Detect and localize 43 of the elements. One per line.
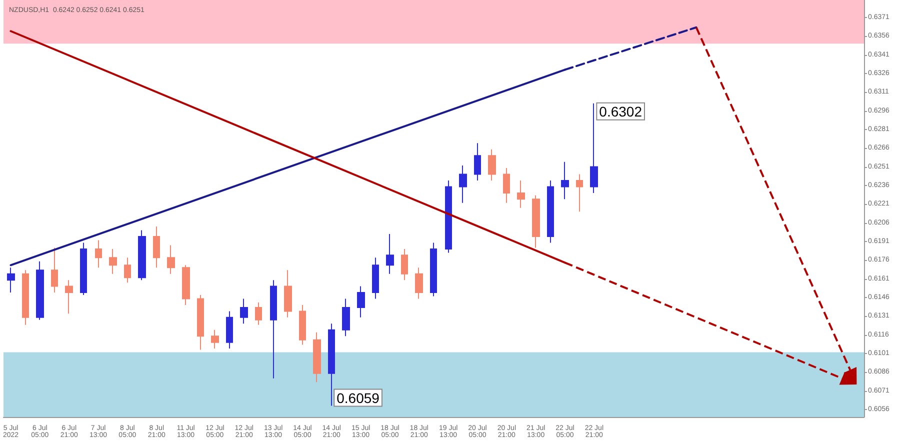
candlestick <box>138 230 146 281</box>
candlestick <box>22 270 29 326</box>
candlestick <box>357 286 365 318</box>
candlestick <box>167 244 175 274</box>
candlestick <box>255 302 262 326</box>
candlestick <box>474 142 481 181</box>
candlestick <box>532 194 540 248</box>
candlestick <box>36 260 44 320</box>
candlestick <box>211 329 219 350</box>
candlestick <box>95 240 102 268</box>
candlestick <box>561 161 569 200</box>
candlestick <box>226 310 233 350</box>
candlestick <box>313 332 321 383</box>
candlestick <box>182 264 190 306</box>
candlestick <box>342 298 350 337</box>
candlestick <box>80 242 87 296</box>
candlestick <box>430 242 437 297</box>
annotation: 0.6059 <box>336 390 380 406</box>
candlestick <box>153 226 160 268</box>
candlestick <box>109 248 117 274</box>
candlestick <box>270 280 277 379</box>
candlestick <box>124 257 131 284</box>
candlestick <box>415 267 423 300</box>
candlestick <box>503 168 510 204</box>
candlestick <box>488 148 496 181</box>
candlestick <box>401 248 408 281</box>
candlestick <box>445 180 452 254</box>
candlestick <box>459 165 467 204</box>
candlestick <box>590 102 598 194</box>
candlestick <box>372 257 379 300</box>
candlestick <box>576 174 583 212</box>
candlestick <box>284 270 292 318</box>
candlestick <box>517 180 525 208</box>
candlestick <box>197 294 204 350</box>
candlestick <box>7 267 15 294</box>
candlestick <box>65 280 73 314</box>
candlestick <box>328 323 335 406</box>
candlestick <box>299 304 306 346</box>
annotation: 0.6302 <box>599 103 642 120</box>
candlestick <box>386 234 394 274</box>
candlestick <box>240 298 248 324</box>
candlestick <box>51 247 58 294</box>
candlestick <box>547 180 554 244</box>
